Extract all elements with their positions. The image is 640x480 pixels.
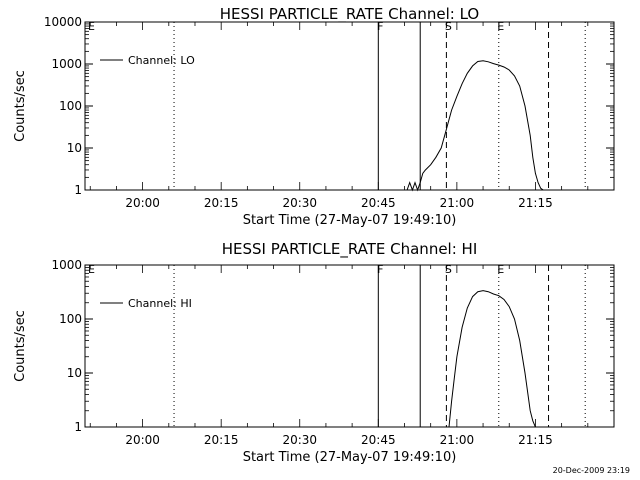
legend-label: Channel: LO: [128, 54, 195, 67]
y-tick-label: 100: [59, 99, 82, 113]
series-line: [448, 290, 539, 428]
y-tick-label: 1: [74, 420, 82, 434]
y-axis-label: Counts/sec: [13, 70, 28, 142]
event-label: F: [377, 263, 383, 276]
footer-timestamp: 20-Dec-2009 23:19: [552, 466, 630, 475]
plot-frame: [84, 264, 615, 428]
plot-frame: [84, 21, 615, 191]
x-tick-label: 21:00: [440, 196, 475, 210]
x-axis-label: Start Time (27-May-07 19:49:10): [243, 450, 457, 465]
y-tick-label: 10000: [44, 15, 82, 29]
x-tick-label: 21:15: [518, 196, 553, 210]
y-tick-label: 10: [67, 366, 82, 380]
x-tick-label: 21:00: [440, 433, 475, 447]
event-label: S: [445, 20, 452, 33]
event-label: E: [497, 20, 504, 33]
event-label: E: [497, 263, 504, 276]
x-tick-label: 20:00: [125, 196, 160, 210]
x-tick-label: 20:30: [282, 433, 317, 447]
x-tick-label: 20:00: [125, 433, 160, 447]
y-tick-label: 100: [59, 312, 82, 326]
x-tick-label: 20:30: [282, 196, 317, 210]
chart-panel-1: HESSI PARTICLE_RATE Channel: LO 1 10 100 100…: [13, 5, 615, 228]
y-axis-label: Counts/sec: [13, 310, 28, 382]
x-tick-label: 20:15: [204, 433, 239, 447]
x-axis-label: Start Time (27-May-07 19:49:10): [243, 213, 457, 228]
event-label: E: [88, 263, 95, 276]
event-label: F: [377, 20, 383, 33]
y-tick-label: 1000: [51, 258, 82, 272]
series-line: [406, 60, 546, 192]
y-tick-label: 1: [74, 183, 82, 197]
y-tick-label: 10: [67, 141, 82, 155]
x-tick-label: 20:15: [204, 196, 239, 210]
event-label: E: [88, 20, 95, 33]
chart-title: HESSI PARTICLE_RATE Channel: LO: [220, 5, 479, 24]
chart-title: HESSI PARTICLE_RATE Channel: HI: [222, 240, 478, 259]
legend-label: Channel: HI: [128, 297, 192, 310]
x-tick-label: 21:15: [518, 433, 553, 447]
event-label: S: [445, 263, 452, 276]
y-tick-label: 1000: [51, 57, 82, 71]
chart-panel-2: HESSI PARTICLE_RATE Channel: HI 1 10 100 100…: [13, 240, 615, 465]
x-tick-label: 20:45: [361, 433, 396, 447]
x-tick-label: 20:45: [361, 196, 396, 210]
